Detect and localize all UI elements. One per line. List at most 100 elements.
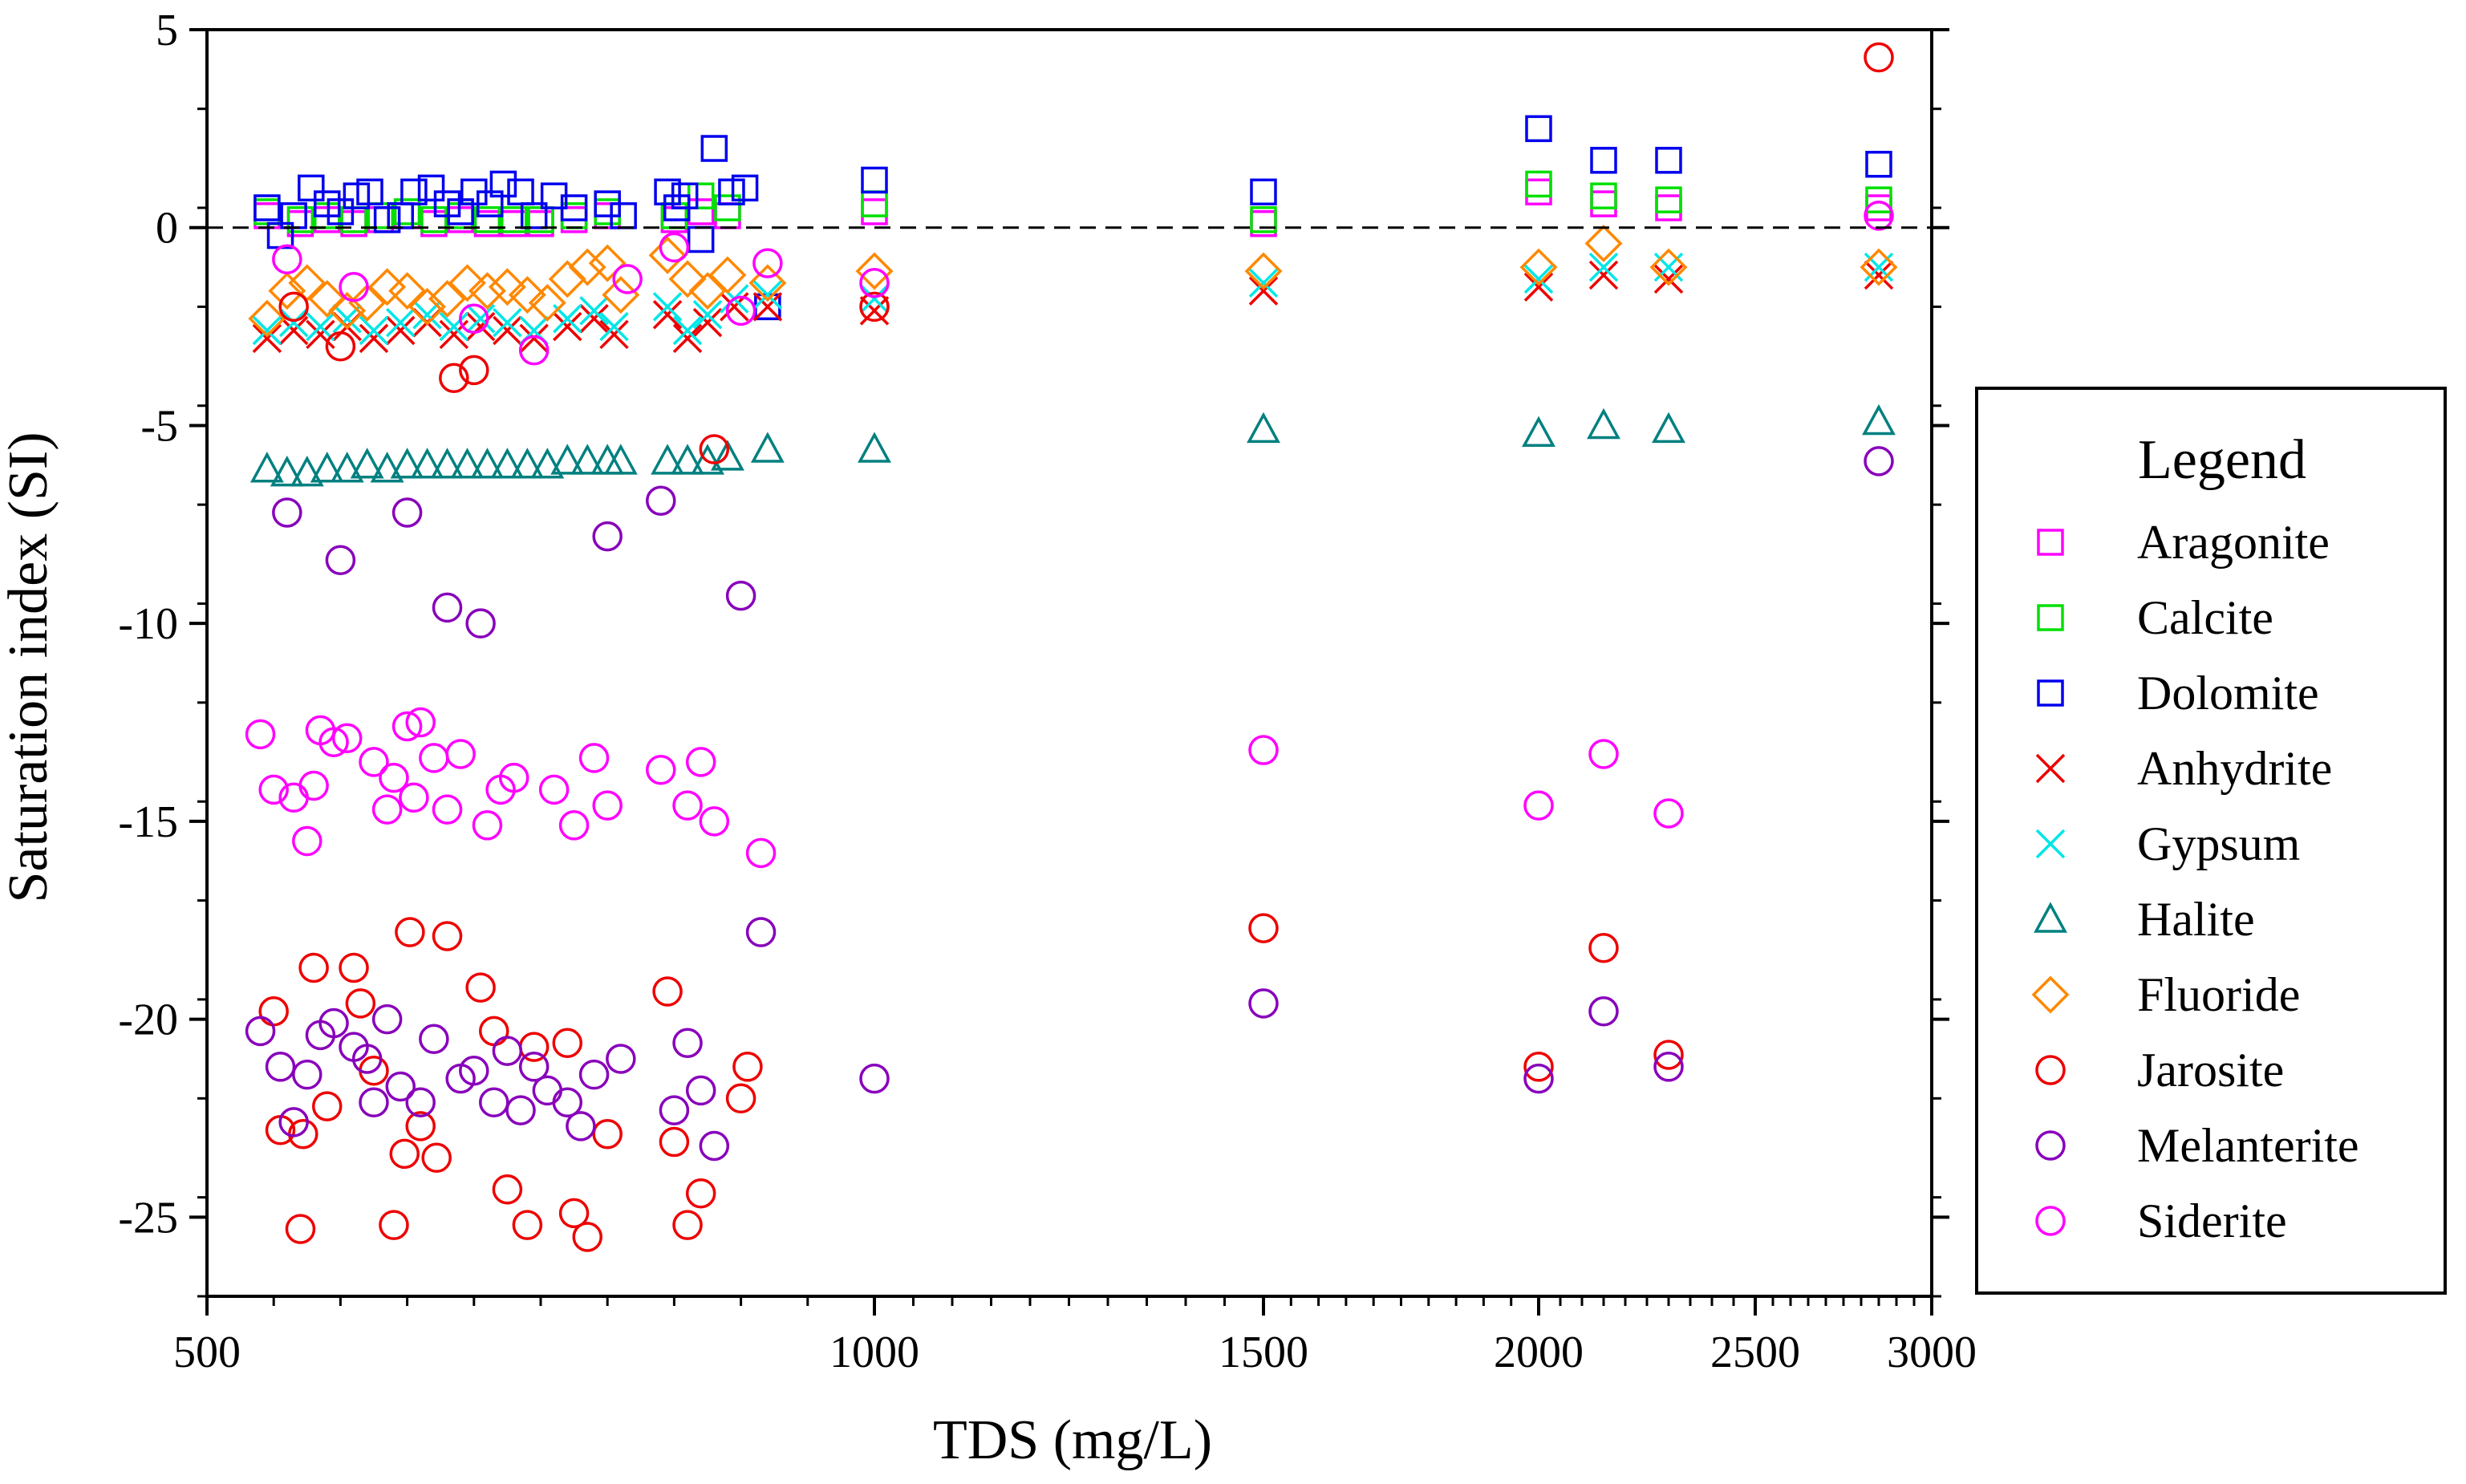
halite-point — [1862, 403, 1896, 436]
jarosite-point — [685, 1178, 716, 1209]
siderite-point — [399, 782, 429, 813]
dolomite-point — [507, 178, 534, 206]
jarosite-point — [379, 1210, 409, 1240]
jarosite-point — [312, 1091, 343, 1121]
melanterite-point — [245, 1016, 276, 1047]
x-tick-label: 2500 — [1710, 1328, 1800, 1377]
siderite-point — [725, 295, 756, 326]
siderite-point — [659, 232, 690, 263]
legend-marker-gypsum — [2035, 829, 2066, 859]
siderite-point — [339, 271, 369, 302]
melanterite-point — [592, 521, 623, 552]
melanterite-point — [1653, 1052, 1684, 1082]
fluoride-point — [1519, 248, 1558, 286]
fluoride-point — [408, 287, 447, 326]
jarosite-point — [659, 1126, 690, 1158]
calcite-point — [286, 206, 314, 233]
melanterite-point — [292, 1059, 322, 1090]
legend-label-fluoride: Fluoride — [2137, 968, 2300, 1021]
jarosite-point — [395, 917, 425, 947]
aragonite-point — [687, 198, 715, 225]
halite-point — [430, 448, 464, 479]
data-markers — [245, 42, 1898, 1252]
calcite-point — [1250, 206, 1277, 233]
halite-point — [671, 444, 704, 475]
siderite-point — [1864, 201, 1894, 231]
melanterite-point — [725, 580, 756, 611]
melanterite-point — [685, 1075, 716, 1106]
dolomite-point — [861, 166, 888, 194]
fluoride-point — [268, 272, 306, 310]
gypsum-point — [252, 315, 282, 346]
legend: Legend Aragonite Calcite Dolomite Anhydrite… — [1975, 387, 2447, 1295]
dolomite-point — [400, 178, 428, 206]
siderite-point — [1248, 735, 1279, 765]
aragonite-point — [714, 202, 741, 229]
y-axis-title: Saturation index (SI) — [0, 432, 59, 902]
melanterite-point — [419, 1024, 449, 1055]
dolomite-point — [520, 202, 548, 229]
fluoride-point — [388, 272, 427, 310]
anhydrite-point — [692, 307, 723, 338]
anhydrite-point — [1864, 260, 1894, 290]
siderite-point — [432, 794, 463, 825]
jarosite-point — [479, 1016, 509, 1047]
gypsum-point — [439, 311, 469, 342]
legend-marker-halite — [2034, 902, 2067, 933]
fluoride-point — [428, 280, 466, 318]
siderite-point — [745, 837, 777, 869]
siderite-point — [752, 248, 783, 278]
fluoride-point — [508, 276, 546, 314]
melanterite-point — [552, 1087, 583, 1117]
melanterite-point — [699, 1130, 730, 1162]
fluoride-point — [568, 248, 606, 286]
jarosite-point — [572, 1222, 602, 1252]
halite-point — [310, 452, 344, 483]
siderite-point — [379, 762, 409, 793]
legend-label-jarosite: Jarosite — [2137, 1044, 2284, 1097]
gypsum-point — [306, 311, 335, 342]
halite-point — [691, 444, 724, 475]
legend-marker-calcite — [2037, 604, 2064, 631]
anhydrite-point — [599, 319, 629, 350]
siderite-point — [646, 754, 676, 785]
legend-label-melanterite: Melanterite — [2137, 1119, 2359, 1172]
jarosite-point — [439, 363, 469, 393]
gypsum-point — [278, 307, 309, 338]
halite-point — [390, 448, 424, 479]
melanterite-point — [318, 1008, 349, 1039]
melanterite-point — [385, 1071, 416, 1102]
melanterite-point — [405, 1087, 436, 1117]
melanterite-point — [1588, 995, 1619, 1027]
halite-point — [470, 448, 505, 479]
aragonite-point — [1865, 194, 1892, 221]
series-siderite — [245, 201, 1894, 869]
anhydrite-point — [493, 315, 522, 346]
calcite-point — [1865, 186, 1892, 213]
gypsum-point — [652, 292, 683, 322]
anhydrite-point — [519, 323, 549, 354]
anhydrite-point — [1653, 264, 1684, 294]
tick-labels: 5 0 -5 -10 -15 -20 -25 500 1000 1500 2000 2500 3000 — [118, 6, 1977, 1377]
gypsum-point — [359, 315, 389, 346]
legend-marker-aragonite — [2037, 529, 2064, 556]
legend-title: Legend — [2138, 429, 2306, 491]
dolomite-point — [298, 174, 325, 202]
gypsum-point — [672, 315, 703, 346]
anhydrite-point — [306, 319, 335, 350]
fluoride-point — [528, 283, 566, 322]
calcite-point — [687, 182, 715, 209]
melanterite-point — [659, 1095, 690, 1125]
gypsum-point — [1653, 252, 1684, 282]
series-anhydrite — [252, 260, 1894, 354]
calcite-point — [1655, 186, 1682, 213]
siderite-point — [272, 244, 302, 274]
melanterite-point — [465, 608, 496, 639]
x-axis-title: TDS (mg/L) — [933, 1409, 1212, 1471]
gypsum-point — [599, 311, 629, 342]
halite-point — [410, 448, 444, 479]
melanterite-point — [505, 1095, 536, 1125]
melanterite-point — [1864, 446, 1894, 476]
melanterite-point — [492, 1036, 523, 1066]
gypsum-point — [493, 307, 522, 338]
